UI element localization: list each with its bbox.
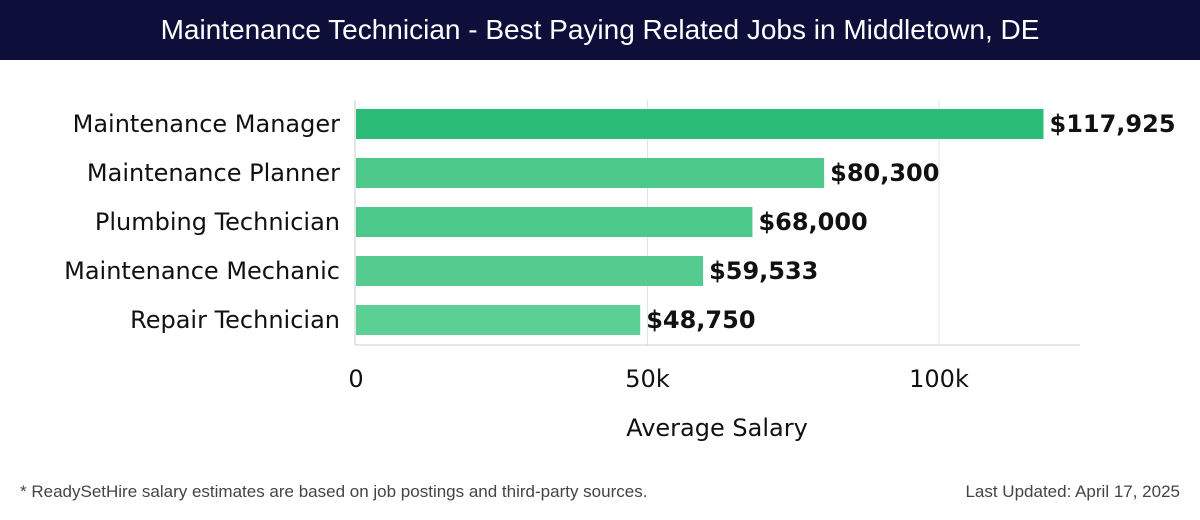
value-label-maintenance-planner: $80,300: [830, 159, 939, 187]
value-label-plumbing-technician: $68,000: [758, 208, 867, 236]
category-label-maintenance-planner: Maintenance Planner: [87, 159, 340, 187]
footnote: * ReadySetHire salary estimates are base…: [20, 482, 648, 501]
x-tick-label: 0: [348, 365, 363, 393]
category-label-maintenance-mechanic: Maintenance Mechanic: [64, 257, 340, 285]
last-updated: Last Updated: April 17, 2025: [965, 482, 1180, 501]
bar-plumbing-technician: [356, 207, 753, 237]
x-tick-label: 100k: [909, 365, 969, 393]
x-tick-label: 50k: [625, 365, 670, 393]
bar-maintenance-planner: [356, 158, 825, 188]
x-axis-label: Average Salary: [626, 414, 808, 442]
value-label-maintenance-manager: $117,925: [1050, 110, 1176, 138]
x-tick-labels: 0 50k 100k: [348, 365, 969, 393]
value-label-maintenance-mechanic: $59,533: [709, 257, 818, 285]
value-label-repair-technician: $48,750: [646, 306, 755, 334]
bar-group-2: Plumbing Technician $68,000: [95, 207, 868, 237]
chart-title-bar: Maintenance Technician - Best Paying Rel…: [0, 0, 1200, 60]
bar-maintenance-manager: [356, 109, 1044, 139]
chart-title: Maintenance Technician - Best Paying Rel…: [160, 14, 1040, 45]
category-label-repair-technician: Repair Technician: [130, 306, 340, 334]
bar-group-0: Maintenance Manager $117,925: [73, 109, 1176, 139]
category-label-maintenance-manager: Maintenance Manager: [73, 110, 341, 138]
bar-repair-technician: [356, 305, 641, 335]
bar-group-1: Maintenance Planner $80,300: [87, 158, 939, 188]
bar-maintenance-mechanic: [356, 256, 704, 286]
bar-group-4: Repair Technician $48,750: [130, 305, 756, 335]
category-label-plumbing-technician: Plumbing Technician: [95, 208, 340, 236]
bar-chart: Maintenance Manager $117,925 Maintenance…: [64, 100, 1176, 442]
bar-group-3: Maintenance Mechanic $59,533: [64, 256, 818, 286]
